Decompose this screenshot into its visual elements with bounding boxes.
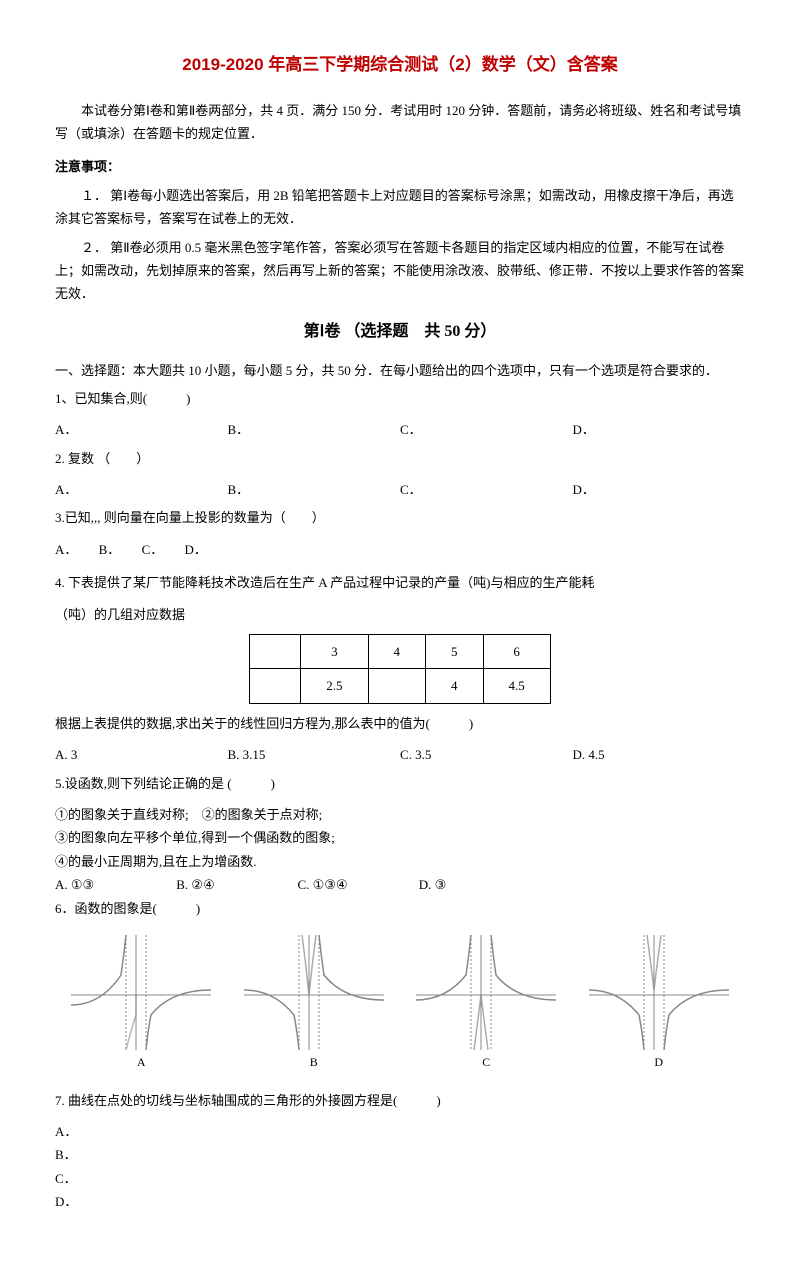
graph-d-label: D xyxy=(589,1052,729,1074)
section-1-title: 第Ⅰ卷 （选择题 共 50 分） xyxy=(55,318,745,347)
notice-2: ２． 第Ⅱ卷必须用 0.5 毫米黑色签字笔作答，答案必须写在答题卡各题目的指定区… xyxy=(55,236,745,306)
q1-opt-d: D． xyxy=(573,418,746,441)
q5-options: A. ①③ B. ②④ C. ①③④ D. ③ xyxy=(55,873,745,896)
graph-b-label: B xyxy=(244,1052,384,1074)
graph-c-plot xyxy=(416,935,556,1050)
q5-stmt-2: ③的图象向左平移个单位,得到一个偶函数的图象; xyxy=(55,826,745,849)
q7-opt-d: D． xyxy=(55,1190,400,1213)
intro-text: 本试卷分第Ⅰ卷和第Ⅱ卷两部分，共 4 页．满分 150 分．考试用时 120 分… xyxy=(55,99,745,146)
t-r1c1 xyxy=(250,635,301,669)
q7-opt-b: B． xyxy=(55,1143,400,1166)
q1-options: A． B． C． D． xyxy=(55,418,745,441)
q4-table: 3 4 5 6 2.5 4 4.5 xyxy=(249,634,551,704)
q4-opt-b: B. 3.15 xyxy=(228,743,401,766)
question-6: 6．函数的图象是( ) xyxy=(55,897,745,920)
t-r2c4: 4 xyxy=(426,669,484,703)
question-2: 2. 复数 （ ） xyxy=(55,447,745,470)
t-r1c3: 4 xyxy=(368,635,426,669)
q2-opt-c: C． xyxy=(400,478,573,501)
t-r2c1 xyxy=(250,669,301,703)
t-r1c4: 5 xyxy=(426,635,484,669)
question-4-line3: 根据上表提供的数据,求出关于的线性回归方程为,那么表中的值为( ) xyxy=(55,712,745,735)
q3-opt-b: B． xyxy=(99,538,121,561)
graph-c-label: C xyxy=(416,1052,556,1074)
q2-opt-a: A． xyxy=(55,478,228,501)
q4-opt-a: A. 3 xyxy=(55,743,228,766)
page-title: 2019-2020 年高三下学期综合测试（2）数学（文）含答案 xyxy=(55,50,745,81)
q6-graphs: A B C xyxy=(55,935,745,1074)
q1-opt-b: B． xyxy=(228,418,401,441)
q3-opt-c: C． xyxy=(142,538,164,561)
question-3: 3.已知,,, 则向量在向量上投影的数量为（ ） xyxy=(55,506,745,529)
graph-d-plot xyxy=(589,935,729,1050)
q7-options-row1: A． B． xyxy=(55,1120,745,1167)
graph-c: C xyxy=(416,935,556,1074)
t-r2c2: 2.5 xyxy=(301,669,368,703)
question-1: 1、已知集合,则( ) xyxy=(55,387,745,410)
graph-b: B xyxy=(244,935,384,1074)
section-desc: 一、选择题：本大题共 10 小题，每小题 5 分，共 50 分．在每小题给出的四… xyxy=(55,359,745,382)
q2-options: A． B． C． D． xyxy=(55,478,745,501)
question-4-line2: （吨）的几组对应数据 xyxy=(55,603,745,626)
notice-1: １． 第Ⅰ卷每小题选出答案后，用 2B 铅笔把答题卡上对应题目的答案标号涂黑；如… xyxy=(55,184,745,231)
t-r2c5: 4.5 xyxy=(483,669,550,703)
q3-opt-a: A． xyxy=(55,538,77,561)
t-r1c5: 6 xyxy=(483,635,550,669)
q4-opt-d: D. 4.5 xyxy=(573,743,746,766)
q5-opt-c: C. ①③④ xyxy=(298,873,398,896)
q3-opt-d: D． xyxy=(184,538,206,561)
graph-a-plot xyxy=(71,935,211,1050)
q1-opt-c: C． xyxy=(400,418,573,441)
question-7: 7. 曲线在点处的切线与坐标轴围成的三角形的外接圆方程是( ) xyxy=(55,1089,745,1112)
q4-opt-c: C. 3.5 xyxy=(400,743,573,766)
question-5: 5.设函数,则下列结论正确的是 ( ) xyxy=(55,772,745,795)
graph-a-label: A xyxy=(71,1052,211,1074)
q5-stmt-3: ④的最小正周期为,且在上为增函数. xyxy=(55,850,745,873)
t-r1c2: 3 xyxy=(301,635,368,669)
graph-b-plot xyxy=(244,935,384,1050)
graph-d: D xyxy=(589,935,729,1074)
q1-opt-a: A． xyxy=(55,418,228,441)
q7-opt-c: C． xyxy=(55,1167,400,1190)
q5-opt-a: A. ①③ xyxy=(55,873,155,896)
notice-heading: 注意事项： xyxy=(55,155,745,178)
q7-options-row2: C． D． xyxy=(55,1167,745,1214)
q2-opt-d: D． xyxy=(573,478,746,501)
t-r2c3 xyxy=(368,669,426,703)
question-4-line1: 4. 下表提供了某厂节能降耗技术改造后在生产 A 产品过程中记录的产量（吨)与相… xyxy=(55,571,745,594)
q5-opt-d: D. ③ xyxy=(419,873,519,896)
q5-opt-b: B. ②④ xyxy=(176,873,276,896)
q2-opt-b: B． xyxy=(228,478,401,501)
graph-a: A xyxy=(71,935,211,1074)
q4-options: A. 3 B. 3.15 C. 3.5 D. 4.5 xyxy=(55,743,745,766)
q3-options: A． B． C． D． xyxy=(55,538,745,561)
q5-stmt-1: ①的图象关于直线对称; ②的图象关于点对称; xyxy=(55,803,745,826)
